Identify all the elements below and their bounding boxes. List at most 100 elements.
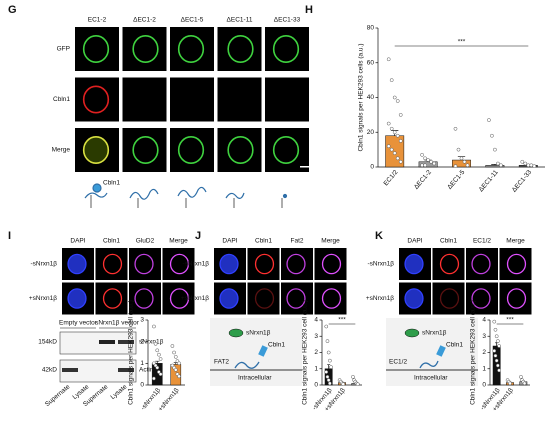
significance: ***: [506, 317, 514, 324]
cell-signal: [177, 34, 205, 63]
data-point: [529, 163, 534, 168]
data-point: [392, 151, 397, 155]
data-point: [395, 133, 400, 138]
column-label: GluD2: [136, 238, 155, 245]
blot-band: Actin: [139, 367, 154, 374]
micrograph: [281, 248, 313, 280]
data-point: [493, 327, 498, 332]
column-label: DAPI: [222, 238, 237, 245]
data-point: [508, 381, 512, 386]
x-tick-label: EC1/2: [383, 169, 400, 188]
data-point: [389, 126, 394, 131]
data-point: [499, 163, 503, 168]
y-tick-label: 20: [367, 129, 375, 136]
data-point: [496, 363, 500, 368]
data-point: [453, 164, 458, 168]
data-point: [355, 382, 360, 387]
y-tick-label: 1: [140, 360, 144, 367]
cell-signal: [82, 136, 110, 165]
cell-signal: [506, 288, 527, 309]
panel-label: G: [8, 4, 17, 16]
micrograph: [281, 282, 313, 315]
micrograph: [122, 27, 167, 71]
micrograph: [265, 77, 309, 122]
g-cartoons: [84, 183, 288, 208]
data-point: [532, 164, 537, 168]
column-label: ΔEC1-11: [227, 17, 253, 24]
column-label: Merge: [506, 238, 525, 245]
row-label: +sNrxn1β: [366, 295, 394, 302]
cell-signal: [254, 288, 275, 309]
data-point: [329, 365, 333, 369]
cartoon-label: Cbln1: [103, 180, 120, 187]
column-label: Merge: [321, 238, 340, 245]
micrograph: [466, 282, 498, 315]
panel-label: K: [375, 230, 383, 242]
cartoon-label: EC1/2: [389, 359, 407, 366]
micrograph: [217, 77, 262, 122]
blot-size: 42kD: [42, 367, 57, 374]
y-axis-label: Cbln1 signals per HEK293 cells (a.u.): [358, 43, 365, 151]
cell-signal: [254, 253, 275, 275]
micrograph: [265, 128, 309, 172]
data-point: [497, 368, 501, 373]
data-point: [496, 161, 500, 166]
micrograph: [122, 77, 167, 122]
y-tick-label: 4: [314, 317, 318, 324]
data-point: [386, 144, 391, 148]
data-point: [453, 126, 458, 131]
cell-signal: [67, 253, 87, 275]
data-point: [173, 367, 178, 372]
cell-signal: [272, 136, 300, 165]
cartoon-label: FAT2: [214, 359, 229, 366]
data-point: [324, 370, 329, 374]
y-tick-label: 0: [140, 382, 144, 389]
y-axis-label: Cbln1 signals per HEK293 cell (a.u.): [470, 300, 477, 405]
data-point: [158, 372, 163, 377]
cartoon-label: Cbln1: [446, 342, 463, 349]
row-label: -sNrxn1β: [368, 261, 395, 268]
column-label: DAPI: [70, 238, 85, 245]
k-cartoon: [386, 318, 478, 386]
cell-signal: [272, 34, 300, 63]
panel-label: I: [8, 230, 11, 242]
y-tick-label: 2: [314, 349, 318, 356]
blot-band: sNrxn1β: [139, 339, 164, 346]
data-point: [462, 159, 467, 164]
data-point: [526, 163, 531, 168]
lane-label: Lysate: [109, 383, 128, 401]
row-label: -sNrxn1β: [183, 261, 210, 268]
data-point: [170, 344, 175, 348]
y-tick-label: 80: [367, 25, 375, 32]
column-label: Merge: [169, 238, 188, 245]
cell-signal: [102, 253, 123, 275]
y-tick-label: 0: [314, 382, 318, 389]
blot-group: sNrxn1β vector: [95, 320, 140, 327]
data-point: [494, 334, 499, 339]
data-point: [456, 147, 461, 152]
data-point: [328, 381, 332, 386]
panel-label: J: [195, 230, 201, 242]
blot-group: Empty vector: [59, 320, 98, 327]
micrograph: [499, 282, 532, 315]
cartoon-label: sNrxn1β: [246, 330, 271, 337]
micrograph: [314, 248, 347, 280]
y-tick-label: 2: [140, 338, 144, 345]
cell-signal: [439, 253, 460, 275]
cartoon-label: Intracellular: [414, 375, 448, 382]
cell-signal: [102, 288, 123, 309]
data-point: [324, 324, 329, 329]
cell-signal: [134, 253, 154, 275]
cell-signal: [132, 34, 159, 63]
cell-signal: [67, 288, 87, 309]
y-tick-label: 0: [370, 164, 374, 171]
row-label: +sNrxn1β: [29, 295, 57, 302]
data-point: [152, 324, 156, 329]
y-tick-label: 40: [367, 94, 375, 101]
cell-signal: [219, 288, 239, 309]
cell-signal: [321, 288, 342, 309]
micrograph: [432, 248, 465, 280]
y-tick-label: 60: [367, 59, 375, 66]
micrograph: [466, 248, 498, 280]
